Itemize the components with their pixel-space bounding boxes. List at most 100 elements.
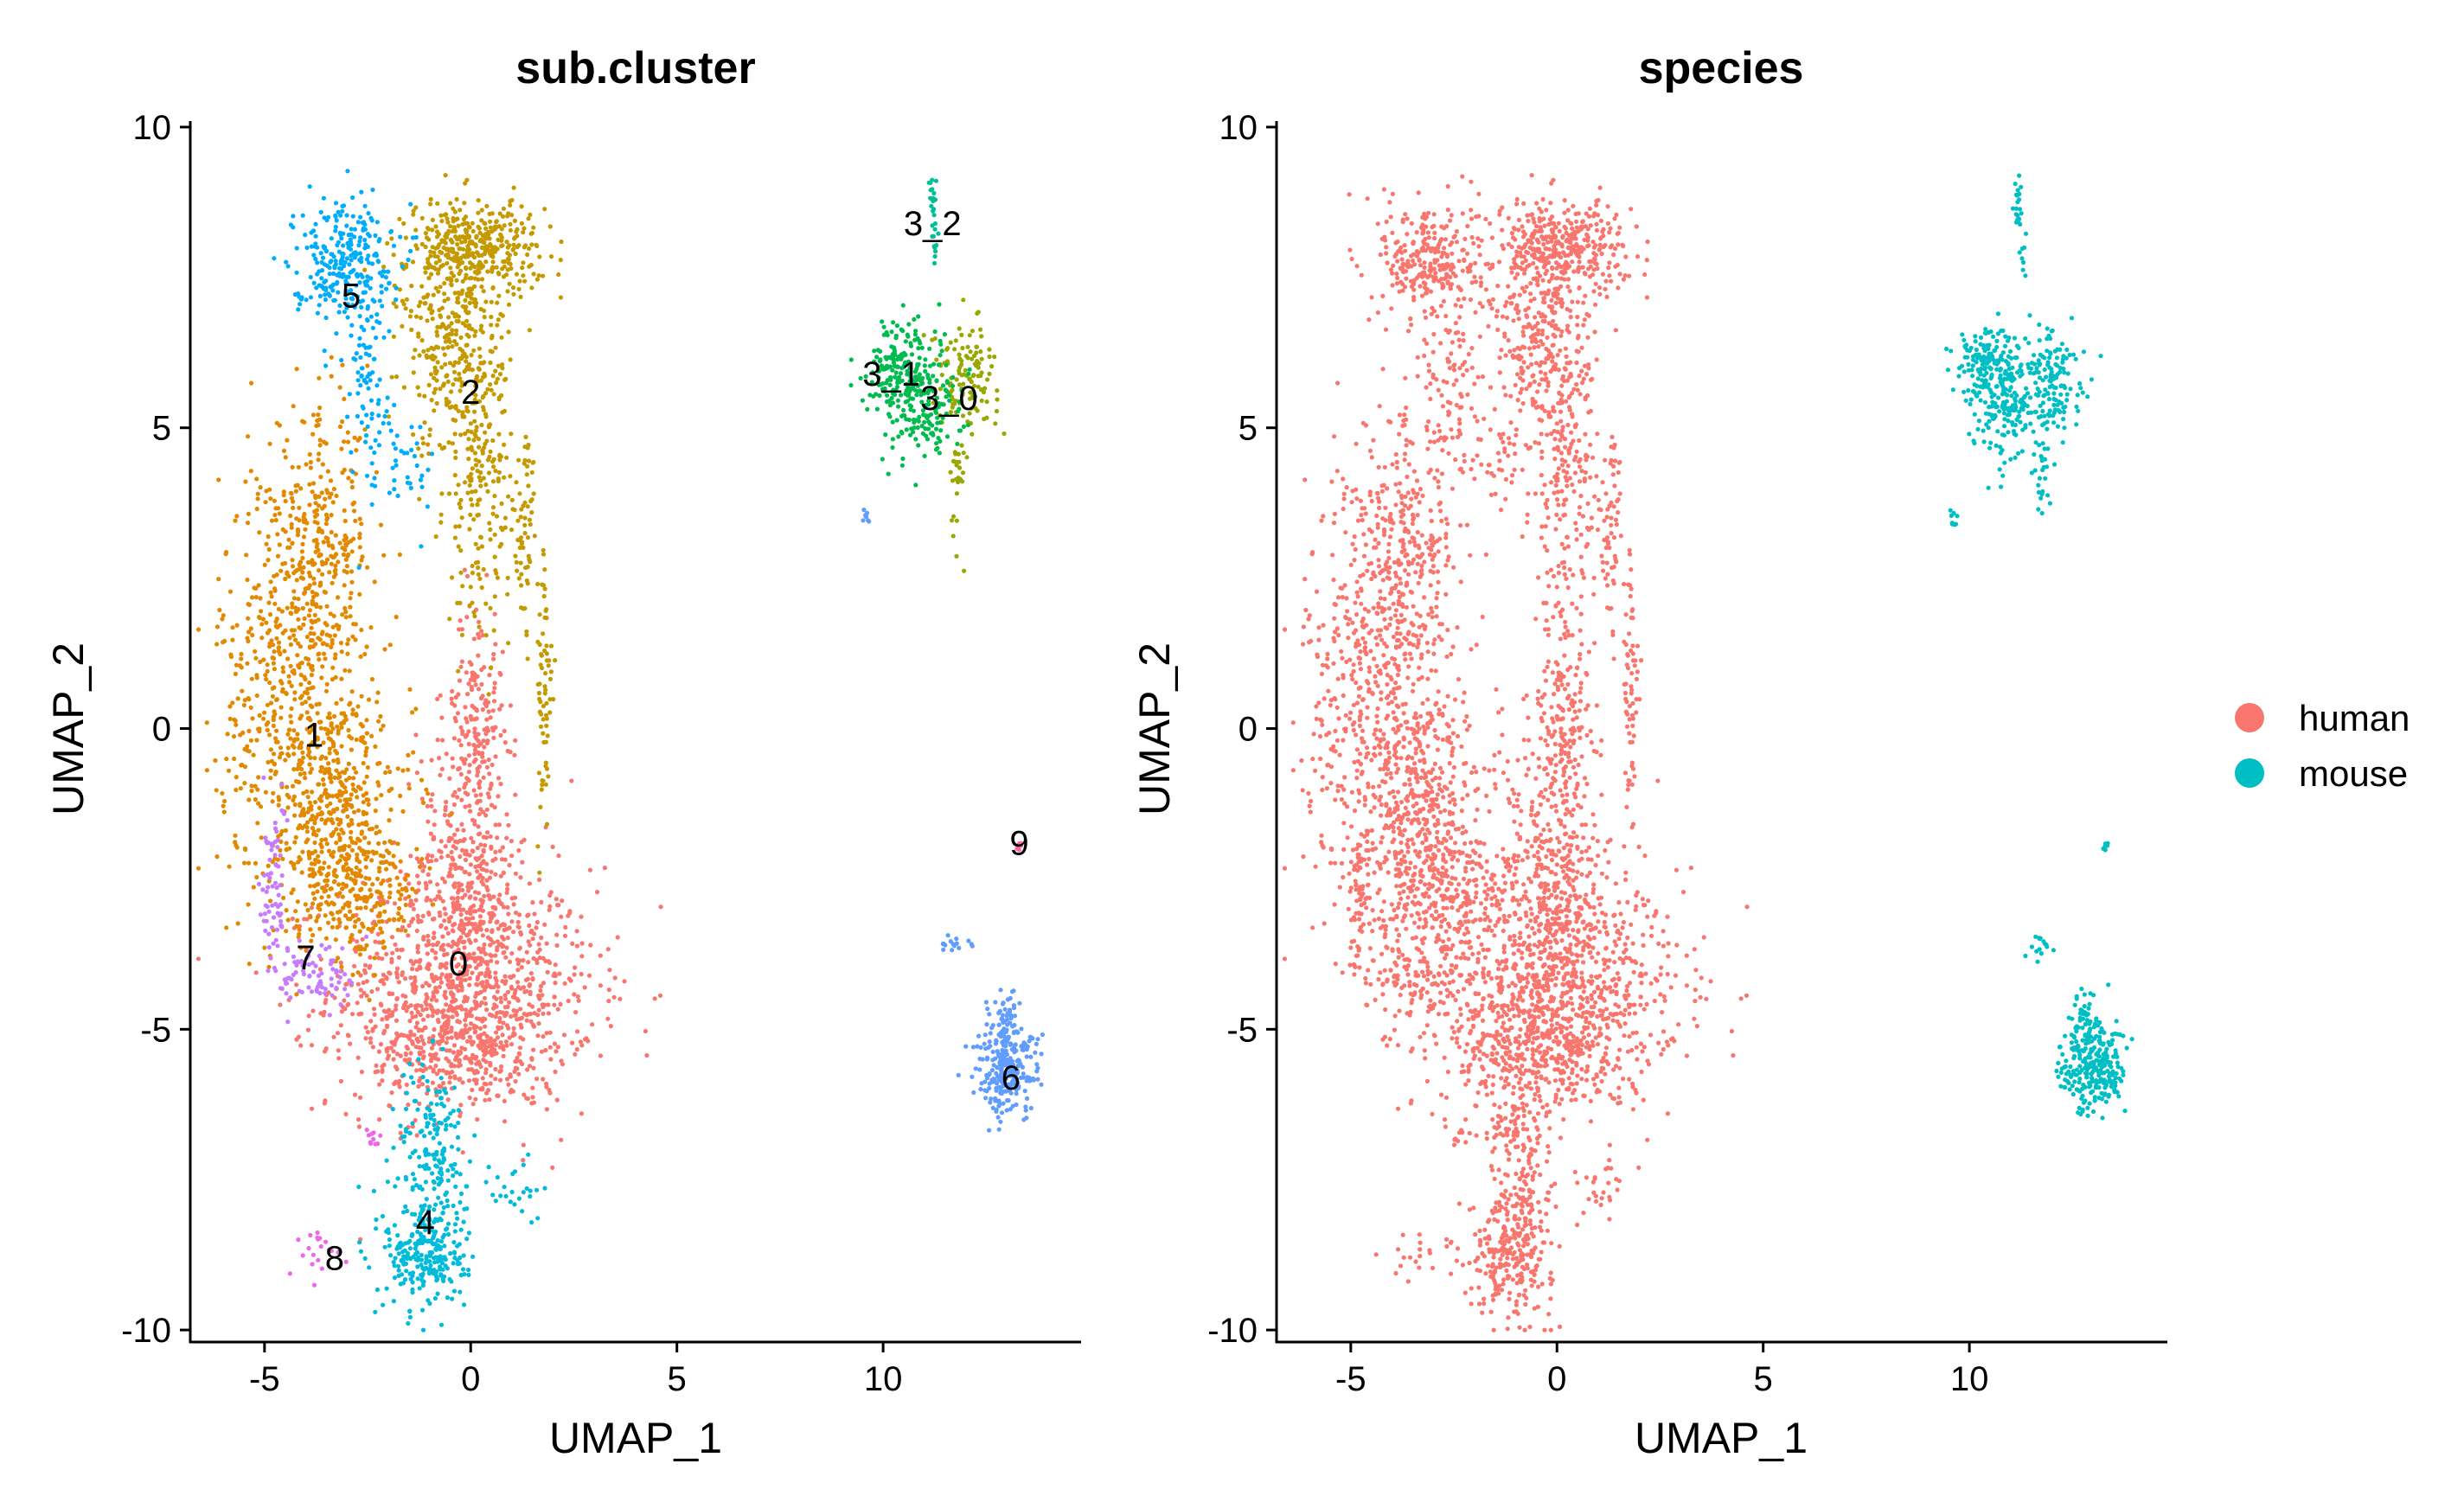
point [473,428,479,433]
point [447,331,452,337]
point [477,226,483,231]
point [495,376,500,381]
point [277,423,282,428]
point [455,216,460,221]
point [500,1032,505,1038]
point [481,566,486,572]
point [466,741,471,747]
point [331,1034,336,1039]
point [450,441,456,446]
point [461,1253,466,1258]
point [516,912,522,917]
point [469,1060,474,1065]
point [451,215,456,221]
point [428,1262,433,1268]
point [489,844,494,849]
point [438,1218,444,1223]
point [334,840,339,846]
point [486,893,491,898]
point [338,1078,343,1083]
point [884,329,889,336]
point [544,766,550,771]
point [536,1007,541,1013]
point [468,911,473,917]
point [493,822,498,828]
point [458,912,464,917]
point [442,918,447,924]
point [531,1065,536,1071]
point [464,776,470,781]
point [267,680,272,686]
point [439,1256,445,1262]
point [473,682,478,687]
point [563,924,568,930]
point [332,633,337,638]
point [362,990,367,995]
point [485,791,490,796]
point [502,857,508,862]
point [324,883,330,888]
point [304,710,310,715]
point [392,917,397,923]
point [508,750,513,755]
point [410,1287,415,1292]
point [253,655,259,661]
point [488,715,493,720]
point [498,1000,504,1005]
point [543,671,548,676]
point [362,962,368,968]
point [612,975,618,981]
point [307,800,312,805]
point [500,313,505,318]
point [432,369,438,374]
point [305,1027,310,1032]
point [464,573,470,579]
point [451,339,458,344]
point [278,568,284,573]
point [540,778,545,783]
point [464,318,470,323]
point [324,623,330,628]
point [293,909,298,914]
point [452,839,458,844]
point [537,956,542,961]
point [556,903,561,908]
point [342,537,347,543]
point [273,770,278,775]
point [515,1055,520,1061]
point [535,949,541,955]
point [542,615,547,620]
point [494,265,499,270]
point [963,368,968,373]
point [525,1067,530,1072]
point [457,678,463,683]
point [454,1054,459,1059]
point [524,949,529,955]
point [959,443,964,448]
point [438,284,443,290]
point [459,821,464,828]
point [504,240,509,245]
point [544,1031,549,1036]
point [427,432,432,438]
point [459,1007,464,1012]
point [357,1240,362,1245]
point [931,374,936,379]
point [452,431,458,437]
point [317,494,322,499]
point [450,328,455,333]
point [499,243,504,249]
point [485,971,491,976]
point [324,841,330,847]
point [964,455,970,460]
point [339,676,344,681]
point [456,483,461,488]
point [541,631,546,636]
point [226,768,232,773]
point [330,580,335,585]
point [299,701,304,706]
point [985,377,990,382]
point [290,540,295,546]
point [514,480,519,485]
